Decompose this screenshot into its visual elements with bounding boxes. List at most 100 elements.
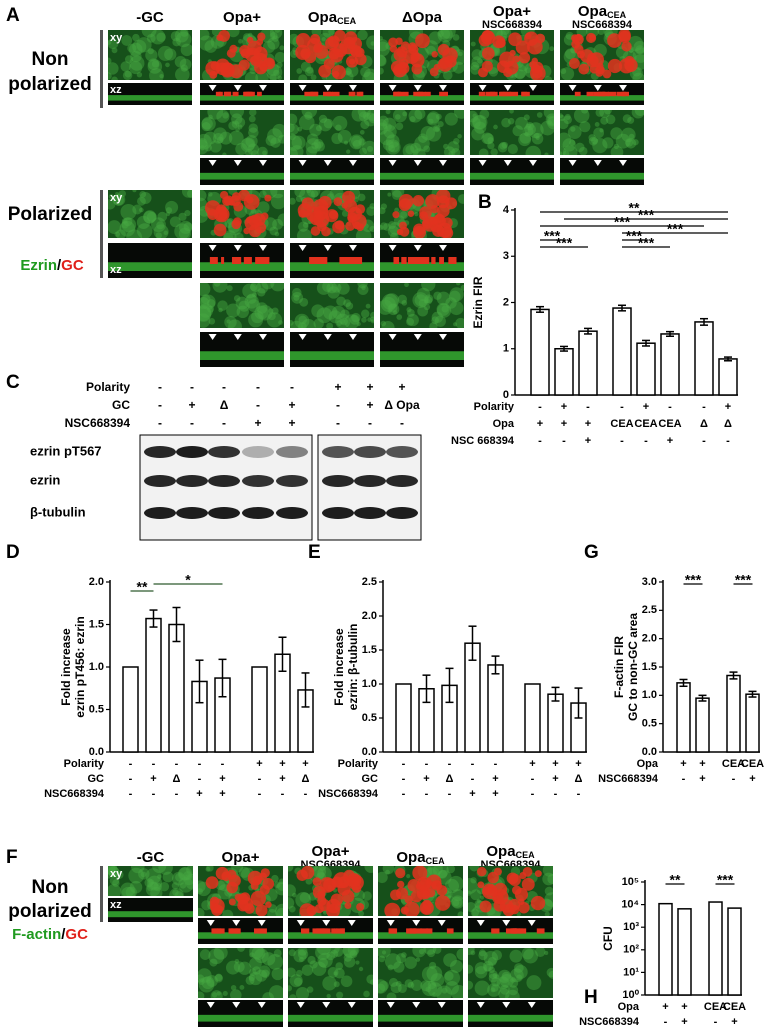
cell-texture — [155, 232, 162, 238]
xz-band — [378, 1014, 463, 1022]
y-tick-label: 2 — [503, 296, 509, 308]
gc-signal — [515, 928, 523, 934]
significance-label: *** — [685, 572, 702, 588]
gc-signal — [219, 211, 228, 219]
cell-texture — [513, 963, 524, 973]
xz-section — [200, 158, 284, 185]
cell-texture — [268, 308, 274, 314]
gc-signal — [259, 63, 268, 72]
gc-signal — [317, 257, 323, 264]
y-tick-label: 10¹ — [623, 966, 639, 978]
cell-texture — [424, 296, 433, 305]
cell-texture — [472, 115, 487, 130]
cell-texture — [450, 960, 463, 973]
cell-texture — [423, 948, 437, 955]
row-divider — [100, 866, 103, 922]
category-label: + — [561, 401, 567, 413]
bar — [487, 664, 504, 753]
arrow — [502, 920, 511, 926]
gc-signal — [624, 55, 635, 67]
row-label: polarized — [8, 901, 91, 922]
cell-texture — [139, 191, 152, 204]
error-bar — [422, 674, 431, 704]
cell-texture — [491, 976, 501, 987]
blot-condition: - — [190, 416, 194, 430]
category-label: + — [256, 758, 262, 770]
cell-texture — [521, 948, 534, 960]
error-bar — [536, 305, 544, 313]
cell-texture — [200, 30, 210, 41]
category-label: - — [471, 773, 475, 785]
bar — [708, 901, 723, 996]
cell-texture — [305, 138, 321, 154]
cell-texture — [425, 986, 432, 993]
category-label: + — [150, 773, 156, 785]
cell-texture — [318, 118, 333, 132]
cell-texture — [501, 141, 508, 149]
cell-texture — [274, 231, 280, 237]
gc-signal — [321, 226, 331, 237]
row-label: Non — [32, 877, 69, 898]
error-bar — [618, 304, 626, 312]
cell-texture — [444, 969, 461, 986]
gc-signal — [342, 190, 356, 204]
gc-signal — [607, 91, 617, 97]
cell-texture — [108, 39, 112, 45]
cell-texture — [410, 142, 422, 154]
cell-texture — [316, 948, 331, 956]
cell-texture — [201, 122, 211, 132]
gc-signal — [231, 257, 238, 264]
cell-texture — [471, 127, 485, 141]
cell-texture — [460, 284, 464, 291]
category-label: + — [585, 435, 591, 447]
gc-signal — [395, 887, 409, 900]
category-label: - — [494, 758, 498, 770]
column-header-text: Opa+ — [223, 9, 261, 26]
cell-texture — [427, 949, 436, 958]
cell-texture — [248, 312, 264, 328]
arrow — [257, 920, 266, 926]
cell-texture — [455, 283, 461, 286]
cell-texture — [627, 116, 635, 124]
gc-signal — [616, 91, 625, 97]
cell-texture — [343, 140, 348, 145]
cell-texture — [340, 309, 350, 319]
blot-band — [242, 507, 274, 519]
y-tick-label: 1.5 — [362, 644, 377, 656]
cell-texture — [198, 991, 205, 998]
micrograph — [468, 866, 553, 916]
xz-band — [288, 932, 373, 939]
cell-texture — [380, 296, 396, 312]
cell-texture — [296, 68, 303, 74]
cell-texture — [560, 113, 564, 119]
cell-texture — [441, 305, 449, 313]
cell-texture — [206, 975, 218, 987]
arrow — [298, 160, 307, 166]
blot-condition: - — [368, 416, 372, 430]
view-label: xy — [110, 32, 123, 44]
cell-texture — [509, 968, 524, 983]
cell-texture — [200, 283, 211, 297]
category-row-name: Polarity — [338, 758, 379, 770]
cell-texture — [175, 872, 184, 882]
gc-signal — [429, 216, 438, 225]
gc-signal — [333, 197, 343, 207]
xz-band — [380, 351, 464, 360]
cell-texture — [380, 222, 388, 231]
cell-texture — [387, 303, 400, 316]
gc-signal — [478, 91, 486, 97]
blot-band — [176, 475, 208, 487]
cell-texture — [535, 948, 546, 957]
bar — [395, 683, 412, 753]
cell-texture — [448, 875, 463, 892]
cell-texture — [425, 126, 442, 142]
gc-signal — [231, 219, 242, 230]
arrow — [388, 160, 397, 166]
cell-texture — [207, 191, 213, 197]
cell-texture — [452, 34, 460, 41]
micrograph-bg — [290, 110, 374, 155]
gc-signal — [259, 884, 270, 895]
cell-texture — [199, 949, 211, 960]
panel-letter: F — [6, 847, 18, 868]
cell-texture — [270, 190, 284, 199]
